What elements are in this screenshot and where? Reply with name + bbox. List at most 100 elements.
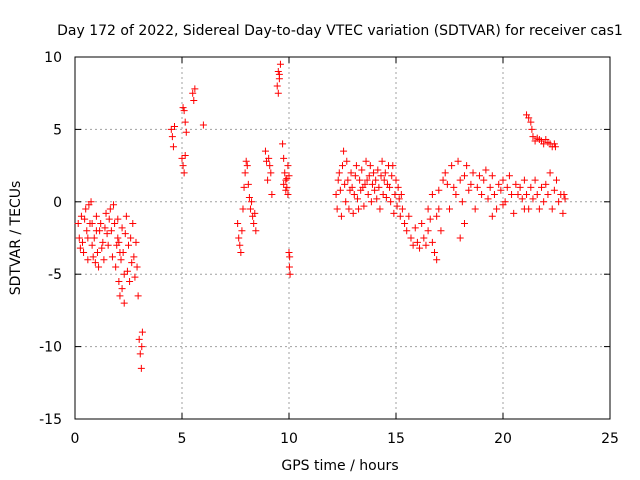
data-point (88, 241, 96, 249)
data-point (433, 256, 441, 264)
data-point (366, 162, 374, 170)
data-point (370, 169, 378, 177)
data-point (553, 176, 560, 184)
data-point (379, 191, 387, 199)
data-point (361, 180, 369, 188)
data-point (251, 209, 259, 217)
data-point (285, 263, 293, 271)
data-point (424, 227, 432, 235)
data-point (356, 176, 364, 184)
data-point (268, 191, 276, 199)
data-point (171, 123, 179, 131)
data-point (450, 183, 458, 191)
data-point (180, 107, 188, 115)
data-point (437, 227, 445, 235)
data-point (478, 191, 486, 199)
data-point (529, 195, 537, 203)
data-point (371, 186, 379, 194)
data-point (348, 183, 356, 191)
data-point (118, 224, 126, 232)
data-point (362, 157, 370, 165)
data-point (367, 198, 375, 206)
data-point (452, 191, 460, 199)
data-point (364, 191, 372, 199)
data-point (91, 259, 99, 267)
data-point (250, 220, 258, 228)
data-point (179, 162, 187, 170)
y-tick-label: 5 (53, 122, 62, 138)
data-point (431, 248, 439, 256)
y-tick-labels: -15 -10 -5 0 5 10 (39, 50, 62, 428)
data-point (378, 157, 386, 165)
data-point (199, 121, 207, 129)
data-point (542, 180, 550, 188)
data-point (505, 172, 513, 180)
x-tick-label: 25 (601, 431, 619, 447)
data-point (77, 212, 85, 220)
data-point (389, 162, 397, 170)
data-point (248, 198, 256, 206)
data-point (244, 180, 252, 188)
data-point (463, 162, 471, 170)
data-point (275, 70, 283, 78)
data-point (388, 172, 396, 180)
data-point (274, 89, 282, 97)
data-point (282, 176, 290, 184)
data-point (97, 220, 105, 228)
data-point (116, 248, 124, 256)
data-point (242, 157, 250, 165)
data-point (467, 180, 475, 188)
data-points (74, 60, 569, 372)
data-point (395, 195, 403, 203)
data-point (482, 166, 490, 174)
data-point (84, 234, 92, 242)
data-point (285, 248, 293, 256)
data-point (120, 299, 128, 307)
data-point (336, 186, 344, 194)
data-point (375, 183, 383, 191)
data-point (95, 263, 103, 271)
data-point (284, 162, 292, 170)
data-point (83, 227, 91, 235)
data-point (397, 191, 405, 199)
data-point (486, 183, 494, 191)
data-point (332, 191, 340, 199)
data-point (117, 256, 125, 264)
data-point (373, 195, 381, 203)
data-point (411, 224, 419, 232)
data-point (87, 198, 95, 206)
data-point (120, 270, 128, 278)
data-point (189, 89, 197, 97)
data-point (416, 244, 424, 252)
data-point (493, 205, 501, 213)
x-tick-label: 10 (280, 431, 298, 447)
data-point (122, 212, 130, 220)
data-point (525, 114, 533, 122)
data-point (181, 118, 189, 126)
data-point (401, 220, 409, 228)
data-point (88, 220, 96, 228)
data-point (520, 176, 528, 184)
data-point (372, 176, 380, 184)
data-point (460, 172, 468, 180)
data-point (246, 205, 254, 213)
data-point (403, 227, 411, 235)
data-point (407, 234, 415, 242)
data-point (518, 195, 526, 203)
data-point (265, 154, 273, 162)
data-point (239, 205, 247, 213)
data-point (128, 259, 136, 267)
data-point (344, 176, 352, 184)
data-point (435, 205, 443, 213)
data-point (333, 205, 341, 213)
data-point (380, 176, 388, 184)
data-point (456, 234, 464, 242)
data-point (550, 186, 558, 194)
y-tick-label: 10 (44, 50, 62, 66)
data-point (236, 241, 244, 249)
data-point (374, 166, 382, 174)
data-point (394, 183, 402, 191)
data-point (126, 277, 134, 285)
data-point (76, 244, 84, 252)
data-point (78, 238, 86, 246)
